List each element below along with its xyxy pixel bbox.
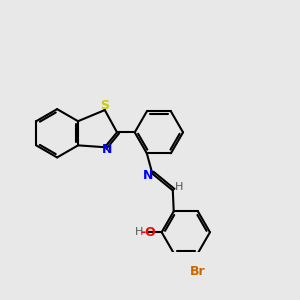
Text: H: H xyxy=(134,227,143,237)
Text: Br: Br xyxy=(190,265,206,278)
Text: N: N xyxy=(143,169,153,182)
Text: H: H xyxy=(175,182,183,192)
Text: S: S xyxy=(100,99,109,112)
Text: -O: -O xyxy=(140,226,156,239)
Text: N: N xyxy=(101,142,112,156)
